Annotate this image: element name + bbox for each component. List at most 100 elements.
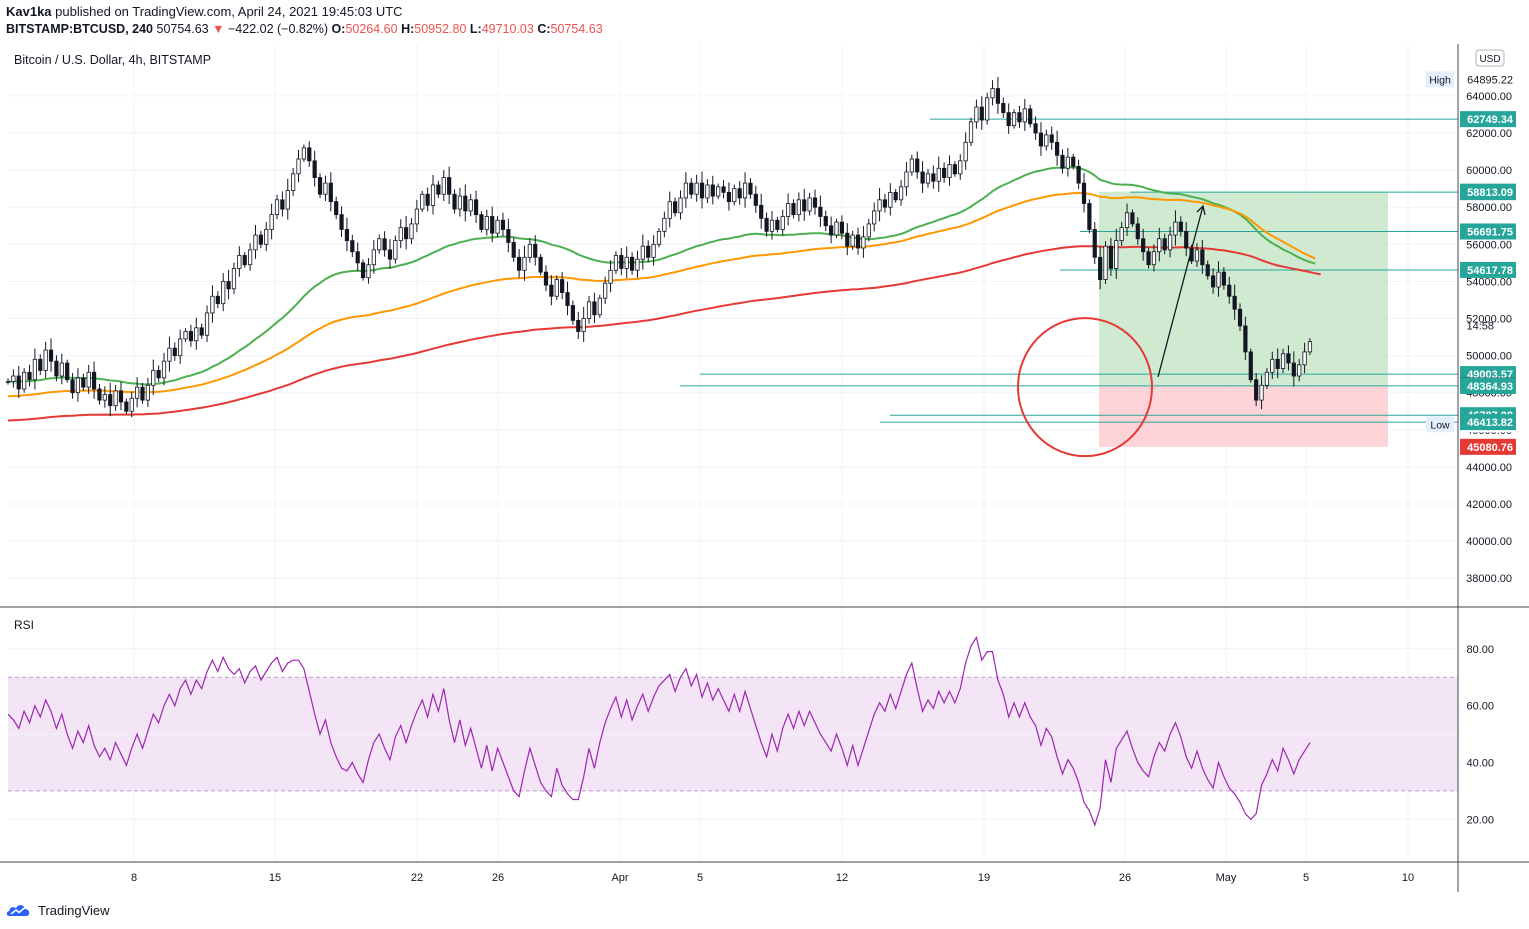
candle-body [22,371,27,390]
candle-body [70,379,75,394]
candle-body [1033,123,1038,134]
price-label-text: 58813.09 [1467,187,1513,199]
candle-body [360,262,366,279]
candle-body [1087,203,1092,230]
candle-body [802,199,807,212]
candle-body [156,370,161,379]
candle-body [65,362,70,381]
cloud-icon [6,905,30,916]
price-label-text: 54617.78 [1467,265,1513,277]
stat-tag-bg [1426,416,1454,433]
candle-body [382,238,387,251]
price-tick-label: 44000.00 [1466,462,1512,474]
candle-body [1038,132,1044,147]
candle-body [1259,384,1264,401]
ema-line [7,166,1316,386]
candle-body [102,394,107,401]
candle-body [1173,221,1178,236]
candle-body [183,331,188,340]
candle-body [215,295,220,305]
candle-body [135,386,140,399]
candle-body [355,251,360,264]
candle-body [387,249,393,260]
candle-body [204,312,210,336]
candle-body [172,347,177,357]
candle-body [43,349,48,371]
candle-body [597,297,602,316]
candle-body [898,186,904,201]
author-name[interactable]: Kav1ka [6,4,52,19]
candle-body [1011,112,1017,127]
publish-line: Kav1ka published on TradingView.com, Apr… [6,4,403,19]
footer: TradingView [0,892,1529,929]
candle-body [985,97,990,121]
candle-body [231,268,237,290]
candle-body [748,182,753,195]
open-label: O: [331,22,346,36]
candle-body [936,167,941,182]
candle-body [296,158,301,175]
time-tick-label: 12 [836,872,848,884]
candle-body [759,204,764,219]
candle-body [538,256,543,273]
candle-body [32,358,38,381]
candle-body [468,199,473,212]
tradingview-logo[interactable]: TradingView [6,902,110,918]
candle-body [619,255,624,269]
candle-body [673,201,678,214]
ema-line [7,245,1321,422]
candle-body [662,217,667,232]
candle-body [1146,251,1151,266]
candle-body [194,327,199,342]
stat-tag-bg [1426,71,1454,88]
candle-body [1060,154,1065,169]
ema-line [7,191,1316,398]
candle-body [963,141,968,162]
candle-body [484,216,489,230]
candle-body [1167,234,1173,251]
candle-body [366,264,371,279]
candle-body [97,388,102,401]
price-label-bg [1460,377,1516,394]
moving-averages [7,166,1321,422]
candle-body [893,191,898,201]
symbol-label[interactable]: BITSTAMP:BTCUSD, 240 [6,22,154,36]
candle-body [113,390,118,407]
candle-body [656,230,662,245]
candle-body [1028,108,1033,125]
candle-body [888,191,893,208]
candle-body [1297,364,1302,377]
candle-body [947,164,952,178]
candle-body [1200,249,1205,266]
candle-body [517,256,522,271]
candle-body [221,281,226,305]
candle-body [479,214,484,230]
time-tick-label: 5 [1303,872,1309,884]
candle-body [285,190,290,210]
currency-label: USD [1479,54,1500,65]
candle-body [414,208,419,225]
candle-body [1092,229,1097,258]
price-label-bg [1460,261,1516,278]
panes-frame [0,44,1529,892]
candle-body [151,370,156,386]
candle-body [1270,358,1275,373]
last-price: 50754.63 [156,22,209,36]
candle-body [371,249,376,266]
candle-body [339,214,344,230]
candle-body [1017,112,1022,123]
ohlc-legend: BITSTAMP:BTCUSD, 240 50754.63 ▼ −422.02 … [6,22,603,36]
candle-body [291,173,296,191]
candle-body [968,121,974,143]
footer-brand: TradingView [38,902,110,918]
candle-body [974,106,979,123]
high-label: H: [401,22,415,36]
candle-body [1001,102,1006,114]
chart-canvas[interactable]: 38000.0040000.0042000.0044000.0046000.00… [0,0,1529,892]
candle-body [75,377,81,394]
candle-body [317,177,323,195]
support-circle [1017,317,1153,458]
candle-body [742,182,748,199]
candle-body [915,158,920,173]
currency-badge[interactable]: USD [1475,49,1505,67]
